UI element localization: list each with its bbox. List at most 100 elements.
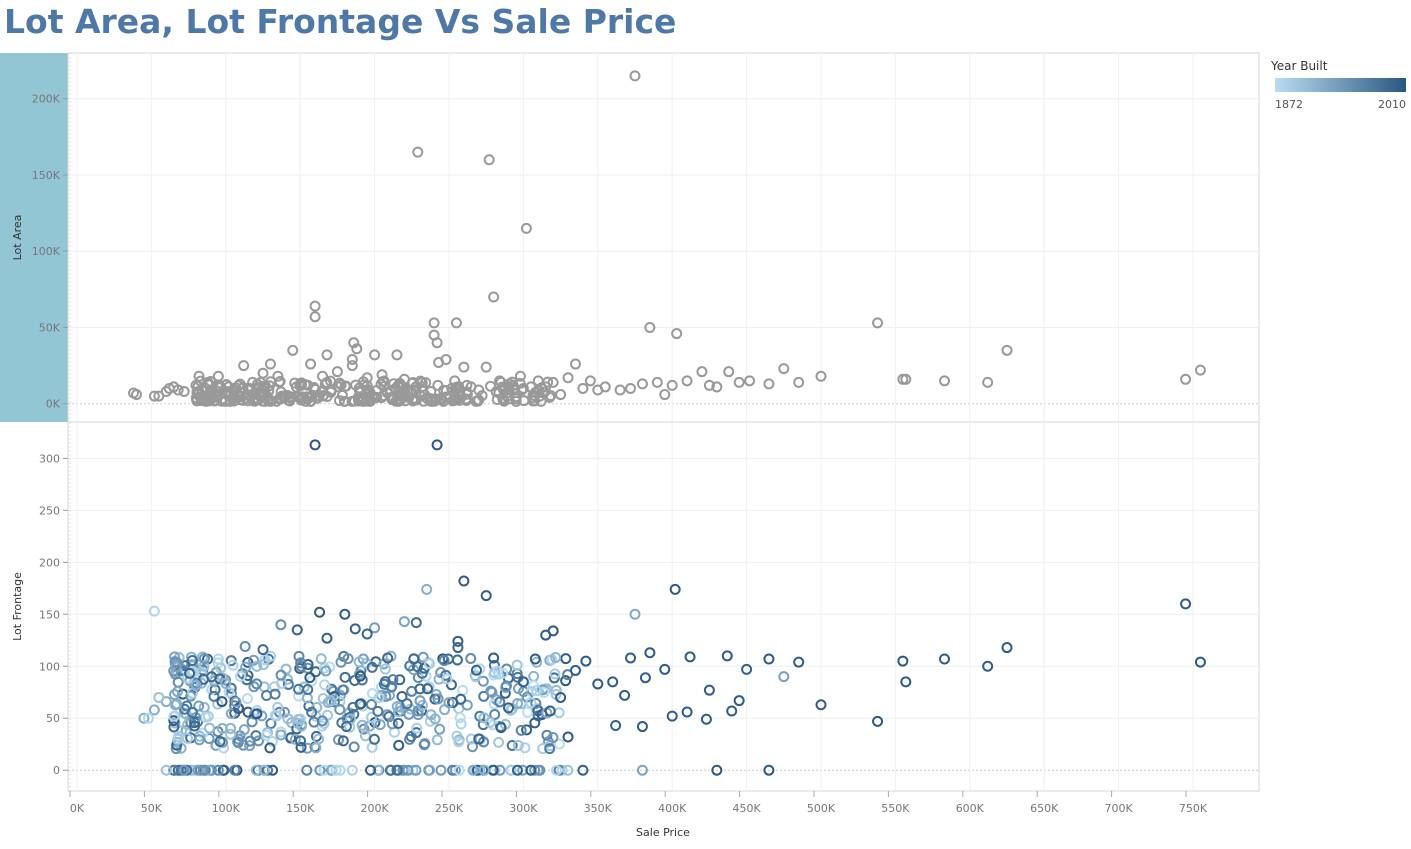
data-point	[465, 653, 477, 665]
data-point	[461, 379, 473, 391]
data-point	[511, 659, 523, 671]
y-tick-label: 100	[39, 660, 60, 673]
data-point	[529, 764, 541, 776]
data-point	[265, 650, 277, 662]
data-point	[378, 380, 390, 392]
data-point	[169, 651, 181, 663]
data-point	[432, 379, 444, 391]
data-point	[723, 366, 735, 378]
data-point	[212, 764, 224, 776]
data-point	[872, 317, 884, 329]
data-point	[301, 764, 313, 776]
data-point	[495, 722, 507, 734]
data-point	[168, 715, 180, 727]
data-point	[897, 655, 909, 667]
data-point	[374, 719, 386, 731]
data-point	[721, 650, 733, 662]
data-point	[421, 683, 433, 695]
data-point	[488, 291, 500, 303]
x-axis-title: Sale Price	[636, 826, 690, 839]
data-point	[453, 764, 465, 776]
data-point	[461, 699, 473, 711]
data-point	[544, 743, 556, 755]
data-point	[457, 684, 469, 696]
data-point	[208, 690, 220, 702]
data-point	[1194, 364, 1206, 376]
data-point	[230, 696, 242, 708]
data-point	[223, 381, 235, 393]
data-point	[477, 719, 489, 731]
data-point	[349, 623, 361, 635]
data-point	[733, 376, 745, 388]
data-point	[467, 764, 479, 776]
x-tick-label: 550K	[881, 802, 910, 815]
data-point	[639, 672, 651, 684]
data-point	[293, 650, 305, 662]
data-point	[529, 653, 541, 665]
data-point	[431, 337, 443, 349]
x-tick-label: 400K	[658, 802, 687, 815]
data-point	[982, 376, 994, 388]
data-point	[466, 741, 478, 753]
legend-min-label: 1872	[1275, 98, 1303, 111]
data-point	[225, 708, 237, 720]
data-point	[392, 380, 404, 392]
data-point	[396, 691, 408, 703]
data-point	[251, 660, 263, 672]
data-point	[522, 706, 534, 718]
x-tick-label: 450K	[732, 802, 761, 815]
data-point	[1180, 373, 1192, 385]
data-point	[171, 698, 183, 710]
data-point	[537, 743, 549, 755]
data-point	[239, 641, 251, 653]
data-point	[334, 704, 346, 716]
data-point	[453, 736, 465, 748]
data-point	[378, 678, 390, 690]
data-point	[264, 358, 276, 370]
data-point	[503, 393, 515, 405]
data-point	[397, 381, 409, 393]
data-point	[900, 373, 912, 385]
data-point	[368, 733, 380, 745]
data-point	[478, 712, 490, 724]
data-point	[485, 380, 497, 392]
data-point	[514, 370, 526, 382]
data-point	[191, 393, 203, 405]
data-point	[339, 671, 351, 683]
data-point	[148, 605, 160, 617]
data-point	[391, 349, 403, 361]
data-point	[291, 624, 303, 636]
data-point	[257, 659, 269, 671]
data-point	[365, 764, 377, 776]
data-point	[353, 656, 365, 668]
data-point	[179, 703, 191, 715]
data-point	[681, 375, 693, 387]
data-point	[440, 385, 452, 397]
data-point	[644, 647, 656, 659]
data-point	[340, 721, 352, 733]
data-point	[372, 705, 384, 717]
data-point	[244, 740, 256, 752]
y-tick-label: 50	[46, 712, 60, 725]
data-point	[193, 734, 205, 746]
data-point	[266, 736, 278, 748]
data-point	[172, 731, 184, 743]
data-point	[313, 733, 325, 745]
y-tick-label: 200K	[32, 93, 61, 106]
data-point	[178, 764, 190, 776]
data-point	[351, 343, 363, 355]
data-point	[212, 653, 224, 665]
panel-border	[67, 421, 1260, 792]
x-axis: 0K 50K 100K 150K 200K 250K 300K 350K 400K 450K 500…	[69, 791, 1208, 839]
data-point	[512, 698, 524, 710]
data-point	[458, 575, 470, 587]
data-point	[610, 720, 622, 732]
data-point	[314, 764, 326, 776]
y-tick-label: 0	[53, 764, 60, 777]
data-point	[361, 628, 373, 640]
data-point	[454, 394, 466, 406]
data-point	[778, 671, 790, 683]
data-point	[447, 395, 459, 407]
data-point	[703, 379, 715, 391]
data-point	[733, 695, 745, 707]
